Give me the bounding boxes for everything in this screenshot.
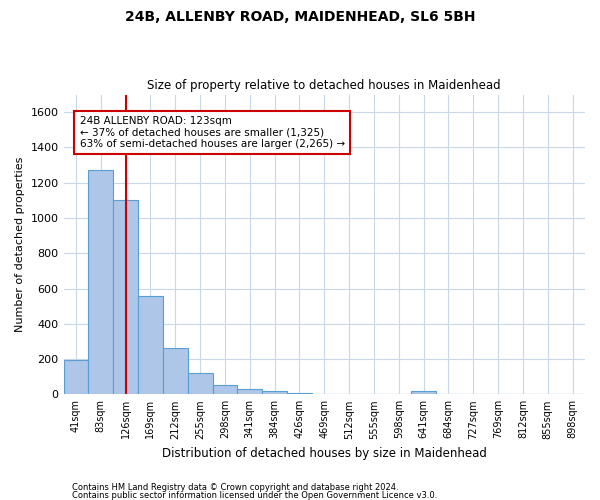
- Text: Contains public sector information licensed under the Open Government Licence v3: Contains public sector information licen…: [72, 490, 437, 500]
- Bar: [287, 392, 312, 394]
- Y-axis label: Number of detached properties: Number of detached properties: [15, 156, 25, 332]
- Bar: [88, 170, 113, 394]
- Bar: [262, 391, 287, 394]
- Bar: [238, 389, 262, 394]
- Bar: [138, 296, 163, 394]
- Bar: [163, 348, 188, 395]
- Text: 24B, ALLENBY ROAD, MAIDENHEAD, SL6 5BH: 24B, ALLENBY ROAD, MAIDENHEAD, SL6 5BH: [125, 10, 475, 24]
- Bar: [64, 360, 88, 394]
- Bar: [411, 391, 436, 394]
- X-axis label: Distribution of detached houses by size in Maidenhead: Distribution of detached houses by size …: [162, 447, 487, 460]
- Bar: [113, 200, 138, 394]
- Bar: [188, 373, 212, 394]
- Title: Size of property relative to detached houses in Maidenhead: Size of property relative to detached ho…: [148, 79, 501, 92]
- Text: 24B ALLENBY ROAD: 123sqm
← 37% of detached houses are smaller (1,325)
63% of sem: 24B ALLENBY ROAD: 123sqm ← 37% of detach…: [80, 116, 345, 149]
- Bar: [212, 384, 238, 394]
- Text: Contains HM Land Registry data © Crown copyright and database right 2024.: Contains HM Land Registry data © Crown c…: [72, 484, 398, 492]
